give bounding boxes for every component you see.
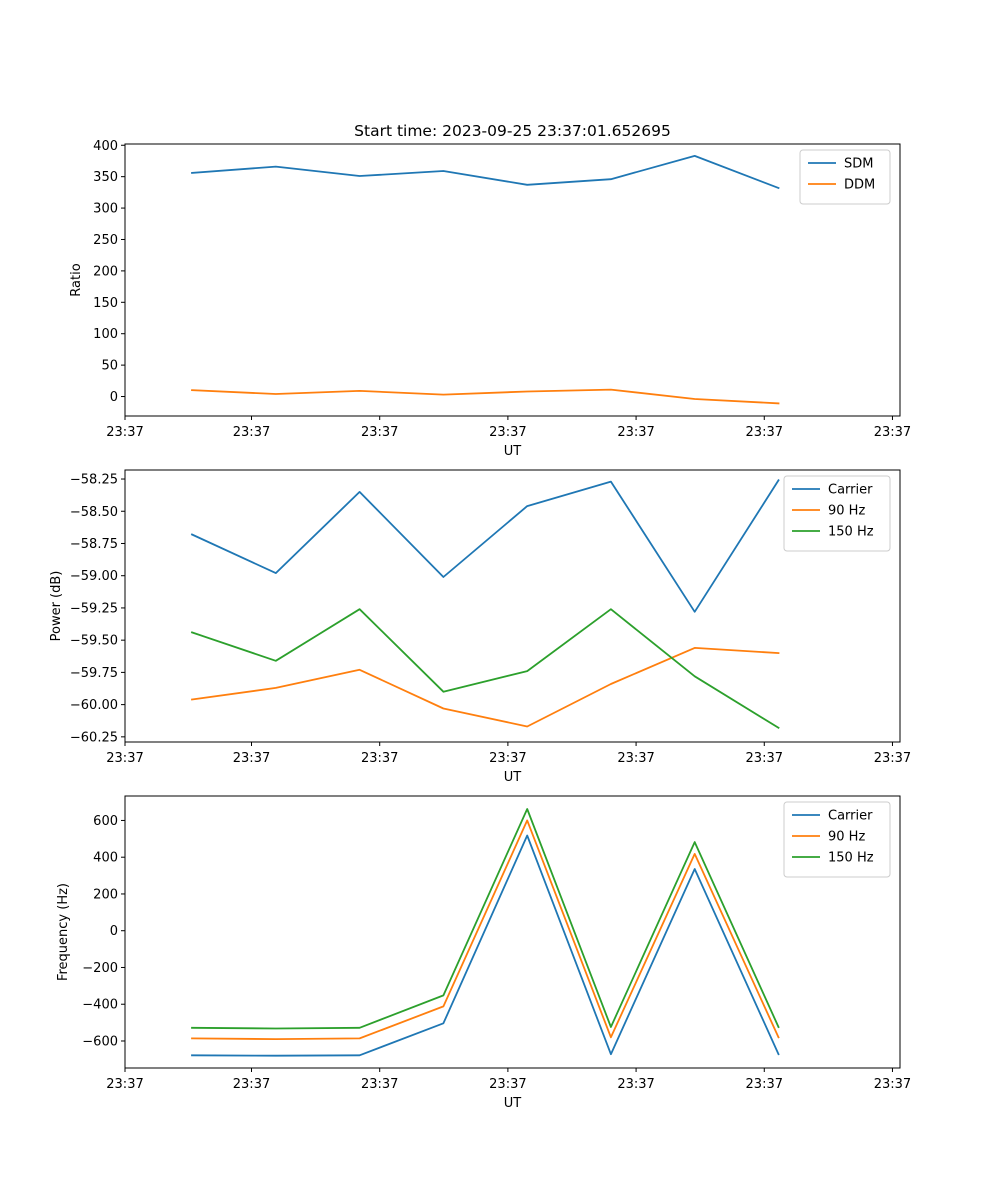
x-tick-label: 23:37 [874, 1077, 911, 1092]
legend-label: DDM [844, 178, 875, 193]
legend: SDM DDM [799, 149, 891, 205]
y-tick-label: −600 [82, 1034, 118, 1049]
y-tick-label: 250 [93, 233, 118, 248]
x-tick-label: 23:37 [617, 751, 654, 766]
x-tick-label: 23:37 [489, 751, 526, 766]
series-line-150-hz [191, 808, 780, 1030]
y-axis-label: Power (dB) [49, 571, 64, 642]
legend-label: 90 Hz [828, 504, 865, 519]
x-tick-label: 23:37 [874, 751, 911, 766]
series-line-90-hz [191, 819, 780, 1040]
y-tick-label: 400 [93, 139, 118, 154]
series-line-150-hz [190, 608, 780, 730]
chart-panel-1: Start time: 2023-09-25 23:37:01.652695 0 5… [69, 122, 911, 459]
x-tick-label: 23:37 [617, 1077, 654, 1092]
chart-title: Start time: 2023-09-25 23:37:01.652695 [354, 122, 671, 140]
y-tick-label: 200 [93, 887, 118, 902]
plot-frame [124, 795, 901, 1069]
x-tick-label: 23:37 [233, 425, 270, 440]
legend-label: 90 Hz [828, 830, 865, 845]
y-tick-label: −58.75 [70, 537, 118, 552]
y-tick-label: −400 [82, 998, 118, 1013]
y-tick-label: −59.75 [70, 666, 118, 681]
y-axis-label: Frequency (Hz) [56, 883, 71, 981]
y-tick-label: −60.25 [70, 730, 118, 745]
series-line-carrier [191, 834, 780, 1057]
x-tick-label: 23:37 [617, 425, 654, 440]
y-tick-label: −58.50 [70, 505, 118, 520]
x-tick-label: 23:37 [746, 751, 783, 766]
y-tick-label: −60.00 [70, 698, 118, 713]
x-tick-label: 23:37 [106, 751, 143, 766]
legend-label: 150 Hz [828, 525, 874, 540]
legend: Carrier 90 Hz 150 Hz [783, 801, 891, 878]
series-line-ddm [191, 388, 780, 405]
x-axis-label: UT [504, 1096, 522, 1111]
y-tick-label: 50 [101, 359, 118, 374]
y-tick-label: −200 [82, 961, 118, 976]
legend-box [783, 475, 891, 552]
y-tick-label: −58.25 [70, 473, 118, 488]
y-tick-label: 300 [93, 202, 118, 217]
plot-frame [124, 143, 901, 417]
x-tick-label: 23:37 [361, 425, 398, 440]
x-tick-label: 23:37 [874, 425, 911, 440]
y-tick-label: 350 [93, 170, 118, 185]
x-tick-label: 23:37 [746, 425, 783, 440]
x-tick-label: 23:37 [361, 751, 398, 766]
x-tick-label: 23:37 [233, 751, 270, 766]
x-tick-label: 23:37 [746, 1077, 783, 1092]
y-tick-label: 200 [93, 264, 118, 279]
x-tick-label: 23:37 [489, 425, 526, 440]
y-tick-label: 0 [110, 924, 118, 939]
y-tick-label: 600 [93, 814, 118, 829]
legend-box [783, 801, 891, 878]
series-line-90-hz [190, 647, 780, 728]
y-tick-label: 150 [93, 296, 118, 311]
y-tick-label: 100 [93, 327, 118, 342]
x-tick-label: 23:37 [233, 1077, 270, 1092]
y-tick-label: −59.25 [70, 601, 118, 616]
x-tick-label: 23:37 [106, 425, 143, 440]
plot-frame [124, 469, 901, 743]
x-axis-label: UT [504, 444, 522, 459]
chart-panel-2: −60.25 −60.00 −59.75 −59.50 −59.25 −59.00 −58.… [49, 469, 911, 785]
legend: Carrier 90 Hz 150 Hz [783, 475, 891, 552]
x-tick-label: 23:37 [106, 1077, 143, 1092]
x-axis-label: UT [504, 770, 522, 785]
chart-panel-3: −600 −400 −200 0 200 400 600 23:37 23:37 23:37 23:… [56, 795, 911, 1111]
legend-label: SDM [844, 157, 873, 172]
x-tick-label: 23:37 [361, 1077, 398, 1092]
y-tick-label: −59.50 [70, 634, 118, 649]
series-line-carrier [190, 479, 780, 613]
y-tick-label: −59.00 [70, 569, 118, 584]
y-axis-label: Ratio [69, 263, 84, 296]
y-tick-label: 400 [93, 851, 118, 866]
y-tick-label: 0 [110, 390, 118, 405]
legend-label: 150 Hz [828, 851, 874, 866]
legend-label: Carrier [828, 483, 873, 498]
x-tick-label: 23:37 [489, 1077, 526, 1092]
legend-label: Carrier [828, 809, 873, 824]
series-line-sdm [191, 154, 780, 190]
